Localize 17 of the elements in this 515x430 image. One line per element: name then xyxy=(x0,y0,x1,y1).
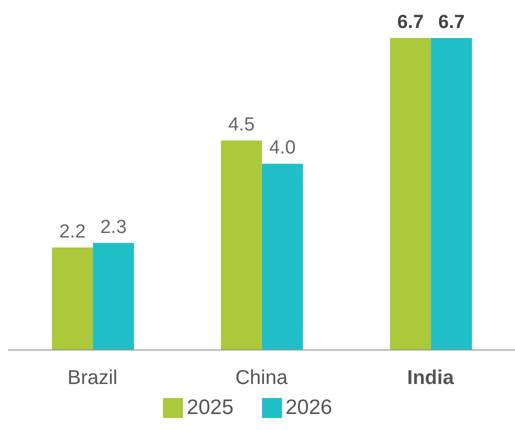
bar xyxy=(390,38,431,350)
legend-label: 2026 xyxy=(286,396,332,419)
x-tick-label: China xyxy=(235,367,288,389)
data-label: 4.0 xyxy=(269,138,296,159)
data-label: 6.7 xyxy=(397,12,424,33)
bar xyxy=(430,38,472,350)
bar xyxy=(92,242,134,350)
data-label: 2.2 xyxy=(59,222,86,243)
bar xyxy=(52,248,93,350)
x-tick-label: Brazil xyxy=(67,367,118,389)
data-label: 4.5 xyxy=(228,114,255,136)
legend-label: 2025 xyxy=(186,396,234,419)
data-label: 2.3 xyxy=(100,216,127,238)
x-tick-label: India xyxy=(407,367,455,389)
bar xyxy=(220,140,262,350)
bar xyxy=(262,164,303,350)
data-label: 6.7 xyxy=(438,12,465,33)
